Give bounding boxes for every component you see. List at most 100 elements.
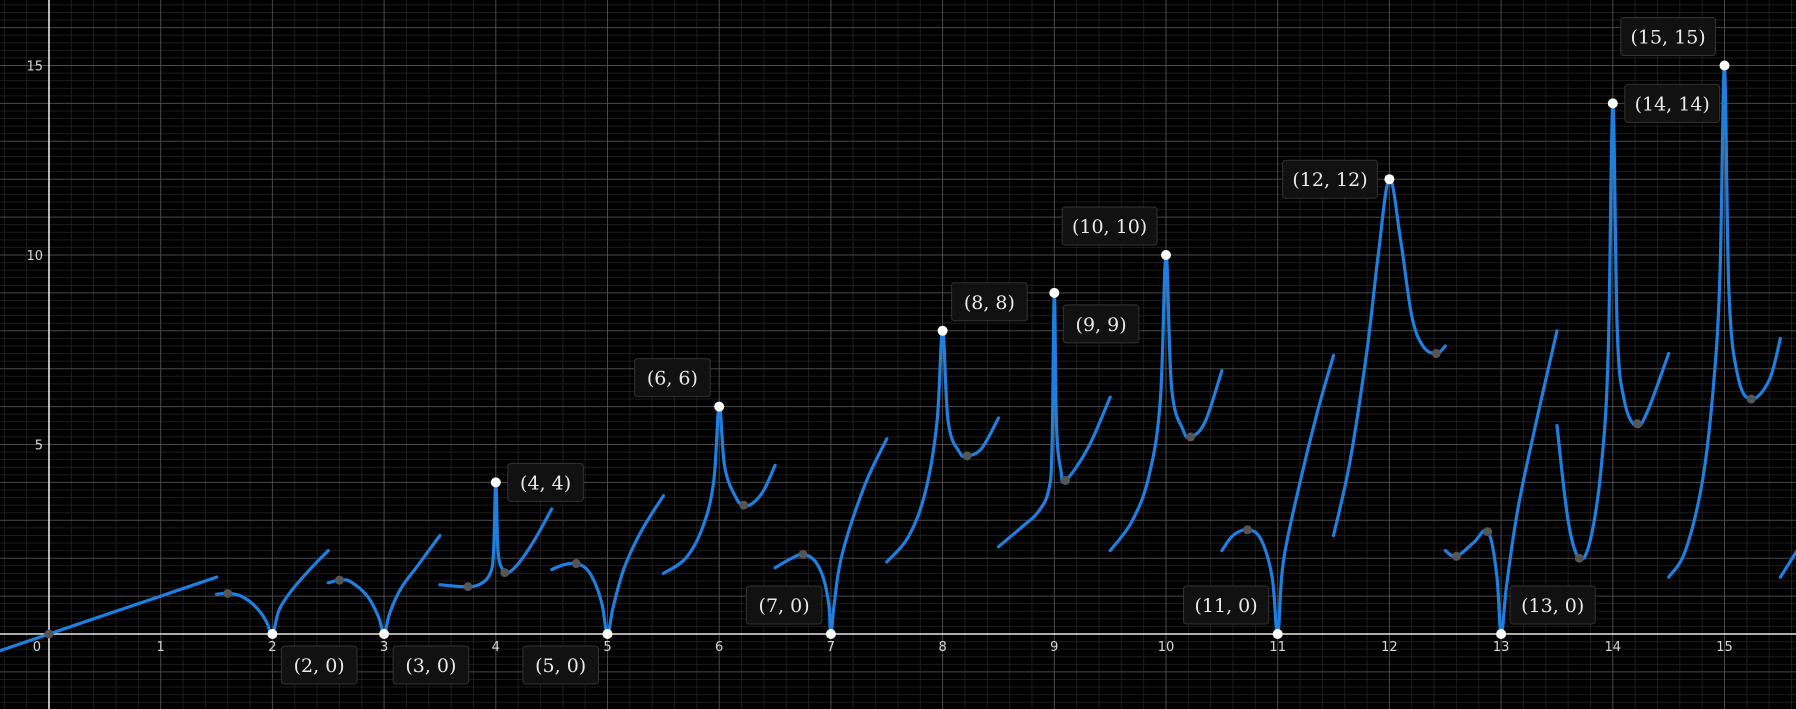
point-label-box — [280, 645, 358, 685]
point-13-0[interactable] — [1496, 629, 1507, 639]
point-label-text: (8, 8) — [964, 292, 1015, 314]
x-tick-label: 7 — [827, 640, 835, 655]
point-label-box — [1509, 585, 1596, 625]
point-14-14[interactable] — [1607, 98, 1618, 109]
curve-segment-6 — [661, 404, 777, 575]
point-12-12[interactable] — [1384, 174, 1395, 185]
point-15-15[interactable] — [1719, 60, 1730, 71]
point-label-text: (2, 0) — [294, 655, 345, 677]
point-label: (4, 4) — [507, 462, 584, 502]
point-label: (13, 0) — [1509, 585, 1596, 625]
point-label-text: (12, 12) — [1292, 169, 1367, 191]
point-label-text: (10, 10) — [1072, 216, 1147, 238]
point-6-6[interactable] — [714, 401, 725, 412]
x-tick-label: 5 — [603, 640, 611, 655]
x-tick-label: 14 — [1605, 640, 1622, 655]
x-tick-label: 6 — [715, 640, 723, 655]
marked-point — [44, 629, 54, 639]
point-label-box — [1624, 83, 1721, 123]
point-label: (2, 0) — [280, 645, 358, 685]
point-11-0[interactable] — [1272, 629, 1283, 639]
x-tick-label: 11 — [1269, 640, 1286, 655]
marked-point — [1632, 419, 1642, 429]
marked-point — [1746, 394, 1756, 404]
point-label-box — [507, 462, 584, 502]
point-label-box — [392, 645, 470, 685]
x-tick-label: 10 — [1158, 640, 1175, 655]
point-8-8[interactable] — [937, 325, 948, 336]
curve-segment-1 — [0, 575, 219, 653]
points — [44, 60, 1756, 639]
y-tick-label: 10 — [26, 249, 43, 264]
x-tick-label: 0 — [33, 640, 41, 655]
point-2-0[interactable] — [267, 629, 278, 639]
x-tick-label: 1 — [157, 640, 165, 655]
point-label-text: (15, 15) — [1630, 27, 1705, 49]
y-tick-label: 15 — [26, 60, 43, 75]
point-label-box — [951, 282, 1028, 322]
point-label: (7, 0) — [745, 585, 823, 625]
point-label-box — [1620, 17, 1716, 56]
marked-point — [1060, 476, 1070, 486]
marked-point — [571, 559, 581, 569]
marked-point — [500, 568, 510, 578]
point-label: (10, 10) — [1061, 206, 1158, 246]
marked-point — [1431, 349, 1441, 359]
marked-point — [334, 575, 344, 585]
marked-point — [1574, 553, 1584, 563]
point-label-box — [1061, 206, 1158, 246]
point-label-text: (13, 0) — [1521, 595, 1584, 617]
curve-segment-11 — [1220, 353, 1336, 636]
point-label: (8, 8) — [951, 282, 1028, 322]
point-label: (9, 9) — [1062, 304, 1140, 344]
point-label-text: (9, 9) — [1076, 314, 1127, 336]
marked-point — [962, 451, 972, 461]
marked-point — [223, 588, 233, 598]
marked-point — [798, 549, 808, 559]
marked-point — [1186, 432, 1196, 442]
point-label-box — [1062, 304, 1140, 344]
point-label-text: (3, 0) — [405, 655, 456, 677]
point-10-10[interactable] — [1161, 250, 1171, 260]
point-label-box — [1183, 585, 1270, 625]
x-tick-label: 12 — [1381, 640, 1398, 655]
point-9-9[interactable] — [1049, 287, 1060, 298]
point-label: (6, 6) — [634, 358, 711, 398]
point-label-text: (5, 0) — [535, 655, 586, 677]
point-7-0[interactable] — [825, 629, 836, 639]
marked-point — [463, 582, 473, 592]
curve-segment-16 — [1778, 549, 1796, 579]
point-label-box — [1282, 159, 1378, 199]
point-label-box — [634, 358, 711, 398]
marked-point — [1483, 527, 1493, 537]
point-label: (11, 0) — [1183, 585, 1270, 625]
marked-point — [1451, 551, 1461, 561]
curve-segment-5 — [550, 494, 665, 636]
point-labels: (2, 0) (3, 0) (4, 4) (5, 0) (6, 6) (7, 0) (8, … — [280, 17, 1721, 685]
x-tick-label: 2 — [268, 640, 276, 655]
x-tick-label: 3 — [380, 640, 388, 655]
x-tick-label: 8 — [938, 640, 946, 655]
point-label-box — [745, 585, 823, 625]
point-4-4[interactable] — [490, 477, 501, 488]
point-5-0[interactable] — [602, 629, 613, 639]
curve-segment-3 — [326, 533, 442, 636]
x-tick-label: 4 — [492, 640, 500, 655]
point-label-text: (6, 6) — [647, 368, 698, 390]
point-label: (3, 0) — [392, 645, 470, 685]
curve-segment-4 — [438, 480, 554, 589]
point-3-0[interactable] — [379, 629, 390, 639]
point-label: (14, 14) — [1624, 83, 1721, 123]
marked-point — [739, 500, 749, 510]
point-label: (5, 0) — [522, 645, 600, 685]
point-label-text: (14, 14) — [1635, 93, 1710, 115]
x-tick-label: 13 — [1493, 640, 1510, 655]
marked-point — [1243, 525, 1253, 535]
point-label-text: (11, 0) — [1195, 595, 1258, 617]
curve-segment-8 — [885, 329, 1001, 564]
point-label: (12, 12) — [1282, 159, 1378, 199]
point-label-text: (4, 4) — [520, 472, 571, 494]
